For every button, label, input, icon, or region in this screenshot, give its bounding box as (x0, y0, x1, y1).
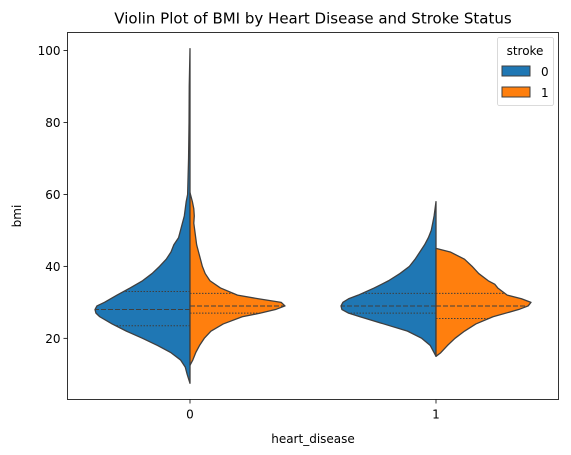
legend: stroke 0 1 (497, 37, 554, 106)
chart-title: Violin Plot of BMI by Heart Disease and … (114, 10, 512, 28)
x-axis-label: heart_disease (271, 432, 355, 446)
violin-half-stroke-1-heart-0 (189, 191, 286, 366)
legend-title: stroke (507, 44, 544, 58)
violin-half-stroke-1-heart-1 (435, 247, 532, 357)
y-tick-label-100: 100 (38, 44, 61, 58)
x-tick-label-1: 1 (432, 408, 440, 422)
quartile-layer (95, 291, 529, 327)
y-tick-label-80: 80 (45, 116, 60, 130)
legend-swatch-1 (501, 86, 531, 98)
y-tick-label-60: 60 (45, 188, 60, 202)
violin-layer (94, 48, 532, 384)
legend-label-0: 0 (541, 65, 549, 79)
violin-half-stroke-0-heart-0 (94, 48, 191, 384)
y-tick-label-40: 40 (45, 260, 60, 274)
legend-label-1: 1 (541, 86, 549, 100)
plot-frame (67, 32, 559, 400)
violin-half-stroke-0-heart-1 (340, 200, 437, 357)
x-tick-label-0: 0 (186, 408, 194, 422)
y-axis-label: bmi (10, 205, 24, 228)
y-tick-label-20: 20 (45, 332, 60, 346)
legend-swatch-0 (501, 65, 531, 77)
y-axis-ticks: 20 40 60 80 100 (38, 44, 68, 346)
